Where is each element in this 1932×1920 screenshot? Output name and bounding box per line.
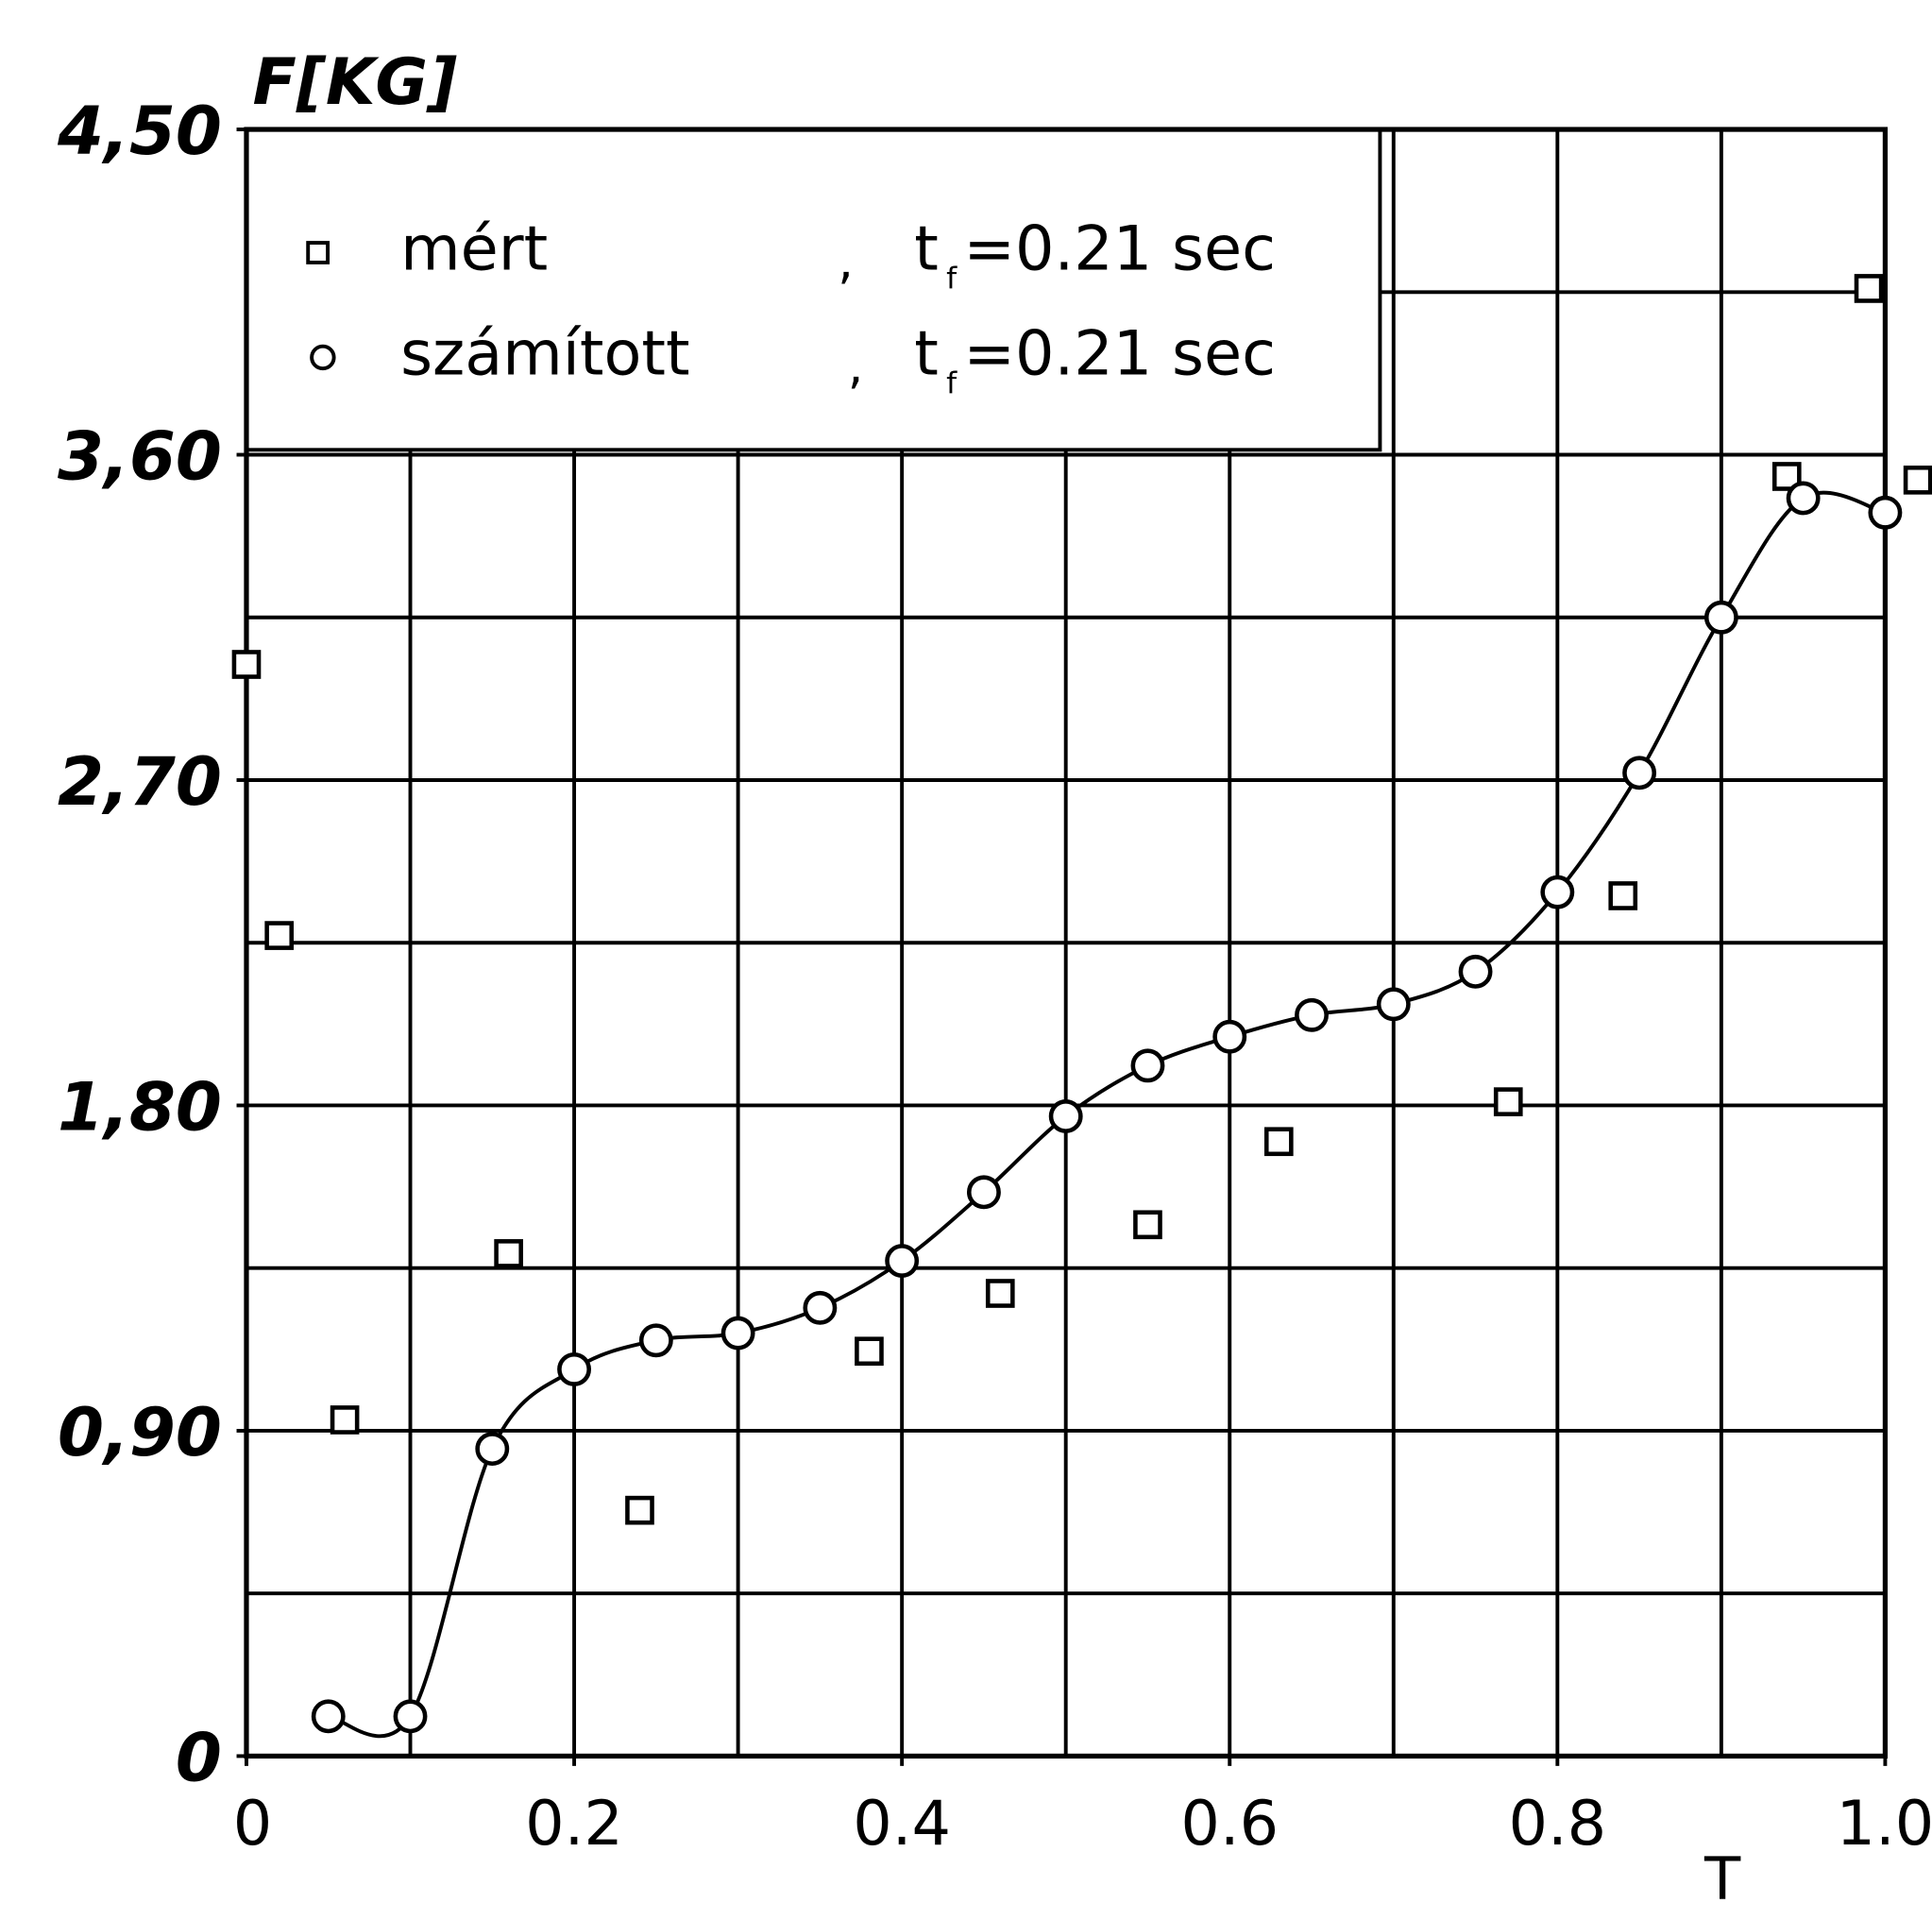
- circle-marker: [1868, 495, 1903, 530]
- circle-marker: [1703, 600, 1738, 635]
- x-tick-label: 1.0: [1837, 1788, 1932, 1860]
- square-marker: [625, 1495, 654, 1525]
- square-marker: [1608, 881, 1638, 910]
- circle-marker: [720, 1316, 755, 1351]
- circle-marker: [803, 1290, 838, 1325]
- square-marker: [1133, 1210, 1162, 1240]
- circle-marker: [1540, 875, 1575, 909]
- y-tick-label: 4,50: [57, 93, 222, 170]
- circle-marker: [1295, 997, 1329, 1032]
- y-tick-label: 3,60: [58, 418, 222, 496]
- circle-marker: [557, 1351, 592, 1386]
- y-tick-label: 0,90: [58, 1394, 222, 1471]
- legend-note: t: [914, 317, 939, 389]
- x-tick-label: 0.6: [1180, 1788, 1279, 1860]
- circle-marker: [966, 1175, 1001, 1210]
- circle-marker: [1458, 954, 1493, 989]
- square-marker: [330, 1405, 360, 1435]
- legend-note: =0.21 sec: [963, 317, 1276, 389]
- circle-marker: [1212, 1019, 1247, 1054]
- circle-marker: [1622, 756, 1657, 790]
- square-marker: [985, 1279, 1015, 1308]
- circle-marker: [1048, 1099, 1083, 1133]
- legend-label: számított: [400, 317, 690, 389]
- circle-marker: [475, 1432, 510, 1467]
- y-axis-label: F[KG]: [252, 45, 457, 120]
- legend-box: [245, 127, 1382, 452]
- legend-comma: ,: [838, 234, 854, 291]
- x-tick-label: 0: [233, 1788, 273, 1860]
- y-tick-label: 0: [176, 1719, 222, 1796]
- square-marker: [231, 650, 262, 679]
- square-marker: [494, 1239, 523, 1268]
- legend-note-sub: f: [946, 366, 958, 400]
- x-tick-label: 0.8: [1508, 1788, 1606, 1860]
- fit-curve: [328, 490, 1886, 1739]
- circle-marker: [393, 1699, 428, 1734]
- circle-marker: [311, 1699, 346, 1734]
- plot-frame: [244, 127, 1889, 1759]
- circle-marker: [310, 344, 336, 371]
- legend-comma: ,: [848, 338, 864, 395]
- square-marker: [264, 921, 295, 950]
- legend-note-sub: f: [946, 262, 958, 296]
- y-tick-label: 2,70: [58, 743, 222, 821]
- square-marker: [1854, 274, 1884, 303]
- circle-marker: [885, 1244, 920, 1278]
- x-tick-label: 0.4: [853, 1788, 951, 1860]
- square-marker: [855, 1336, 884, 1367]
- square-marker: [306, 241, 330, 264]
- circle-marker: [1130, 1048, 1165, 1083]
- x-axis-label: T: [1703, 1844, 1741, 1913]
- y-tick-label: 1,80: [58, 1069, 222, 1147]
- circle-marker: [1786, 481, 1821, 516]
- circle-marker: [638, 1323, 673, 1358]
- legend-note: t: [914, 213, 939, 285]
- x-tick-label: 0.2: [525, 1788, 623, 1860]
- legend-label: mért: [400, 213, 548, 285]
- square-marker: [1771, 462, 1802, 491]
- legend-note: =0.21 sec: [963, 213, 1276, 285]
- square-marker: [1493, 1087, 1523, 1116]
- square-marker: [1263, 1127, 1294, 1157]
- circle-marker: [1376, 987, 1411, 1022]
- square-marker: [1903, 465, 1932, 495]
